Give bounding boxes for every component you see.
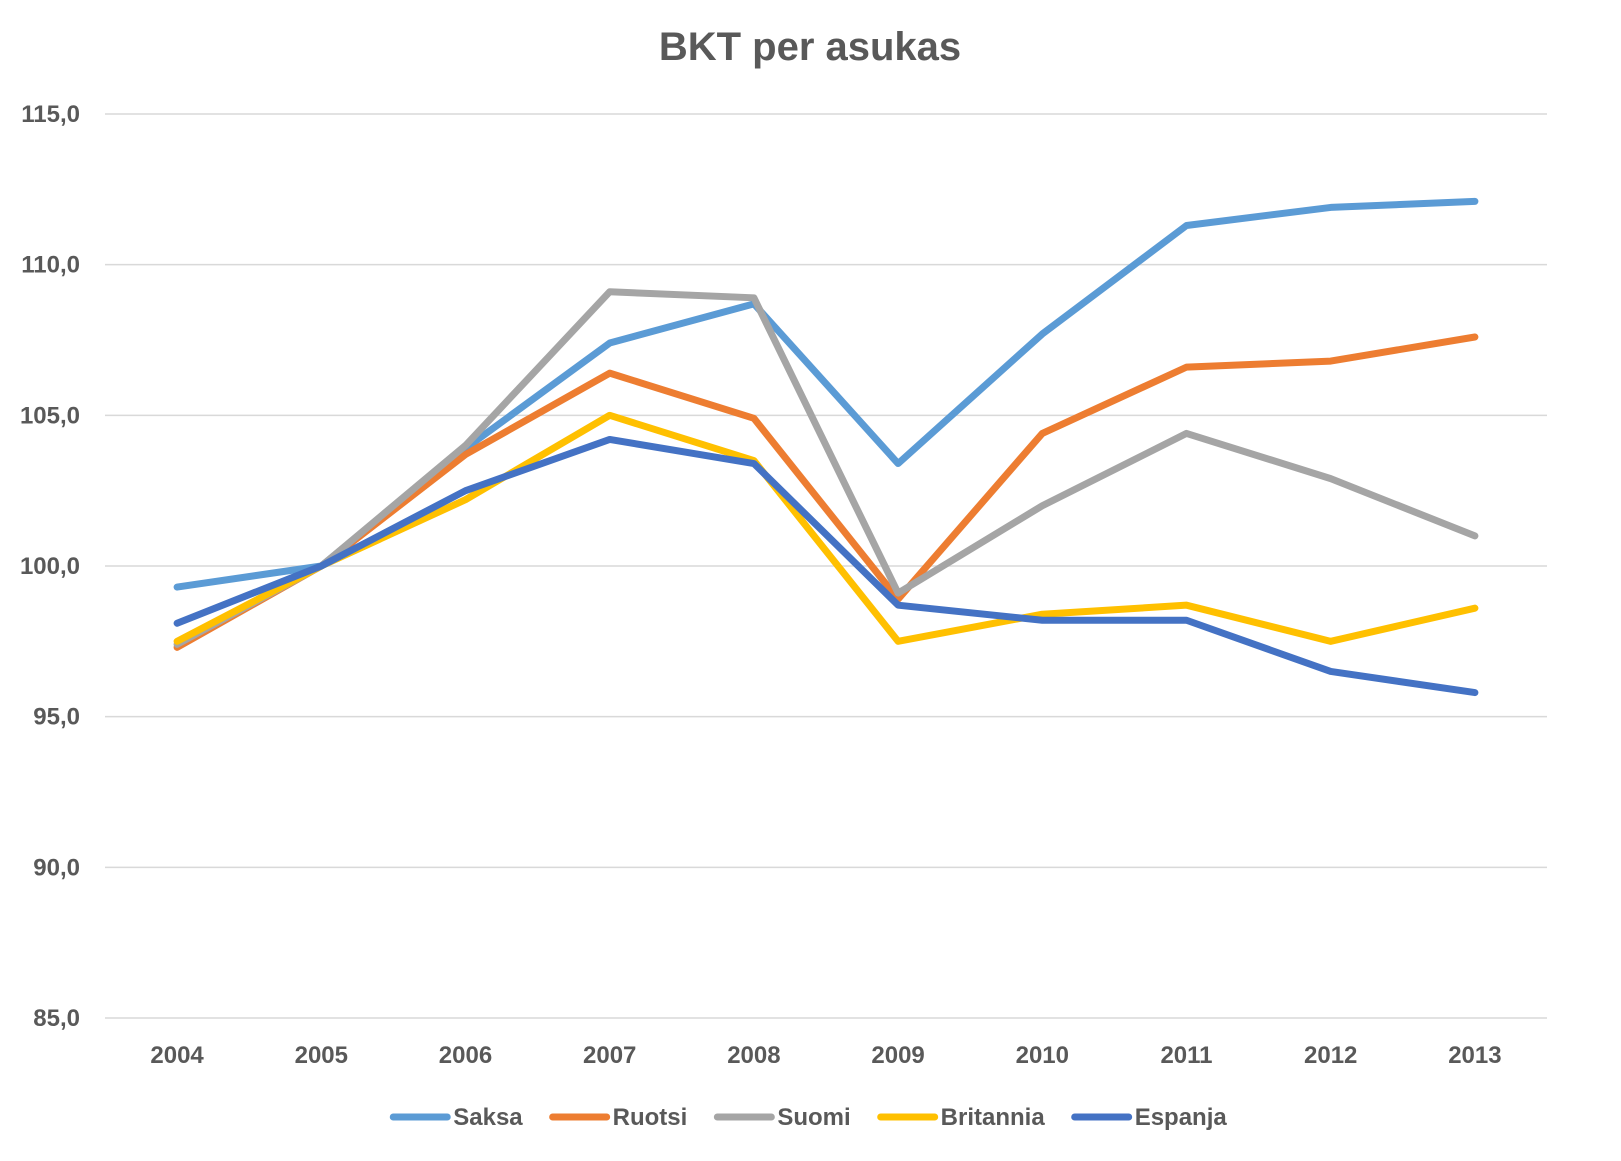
x-tick-label: 2013 <box>1448 1042 1501 1069</box>
x-tick-label: 2008 <box>727 1042 780 1069</box>
y-tick-label: 90,0 <box>33 854 80 881</box>
x-tick-label: 2006 <box>439 1042 492 1069</box>
y-tick-label: 110,0 <box>21 252 80 279</box>
x-tick-label: 2011 <box>1160 1042 1212 1069</box>
legend-item-saksa: Saksa <box>389 1104 523 1131</box>
series-line-espanja <box>173 435 1479 697</box>
series-line-britannia <box>173 411 1479 645</box>
x-tick-label: 2010 <box>1016 1042 1069 1069</box>
legend-item-britannia: Britannia <box>877 1104 1046 1131</box>
y-tick-label: 105,0 <box>20 402 80 429</box>
x-tick-label: 2009 <box>871 1042 924 1069</box>
y-tick-label: 95,0 <box>33 704 80 731</box>
y-axis-ticks: 85,0 90,0 95,0 100,0 105,0 110,0 115,0 <box>20 101 80 1032</box>
y-tick-label: 85,0 <box>33 1005 80 1032</box>
x-tick-label: 2012 <box>1304 1042 1357 1069</box>
gridlines <box>105 113 1547 1019</box>
x-tick-label: 2005 <box>295 1042 348 1069</box>
legend-item-espanja: Espanja <box>1071 1104 1228 1131</box>
legend-label: Britannia <box>941 1104 1046 1131</box>
legend-item-suomi: Suomi <box>713 1104 851 1131</box>
legend-item-ruotsi: Ruotsi <box>549 1104 688 1131</box>
series-lines <box>173 197 1479 697</box>
x-axis-ticks: 2004 2005 2006 2007 2008 2009 2010 2011 2012 2013 <box>150 1042 1501 1069</box>
y-tick-label: 115,0 <box>21 101 80 128</box>
x-tick-label: 2004 <box>150 1042 204 1069</box>
y-tick-label: 100,0 <box>20 553 80 580</box>
legend-label: Suomi <box>777 1104 850 1131</box>
chart-title: BKT per asukas <box>659 25 961 69</box>
legend-label: Ruotsi <box>613 1104 688 1131</box>
series-line-suomi <box>173 288 1479 648</box>
legend-label: Espanja <box>1135 1104 1228 1131</box>
legend: Saksa Ruotsi Suomi Britannia Espanja <box>389 1104 1228 1131</box>
legend-label: Saksa <box>453 1104 523 1131</box>
x-tick-label: 2007 <box>583 1042 636 1069</box>
